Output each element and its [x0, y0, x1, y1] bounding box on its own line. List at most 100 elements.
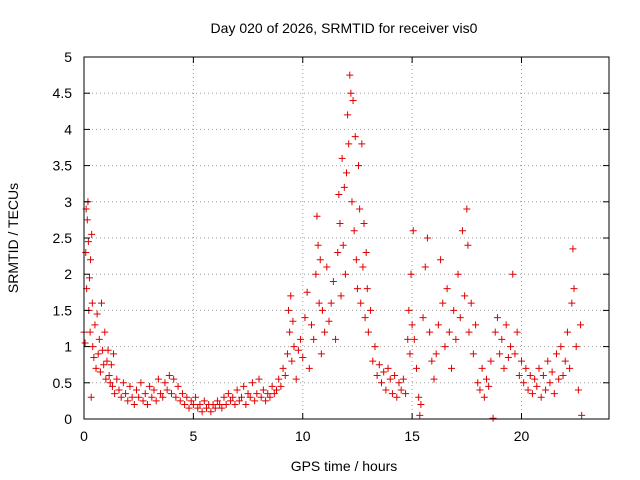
data-point — [161, 379, 169, 387]
data-point — [124, 397, 132, 405]
data-point — [270, 390, 278, 398]
data-point — [439, 299, 447, 307]
data-point — [275, 375, 283, 383]
data-point — [507, 343, 515, 351]
data-point — [445, 328, 453, 336]
y-tick-label: 5 — [64, 49, 72, 65]
data-point — [548, 368, 556, 376]
data-point — [231, 401, 239, 409]
data-point — [102, 375, 110, 383]
data-point — [314, 241, 322, 249]
y-tick-label: 4.5 — [53, 85, 73, 101]
data-point — [87, 393, 95, 401]
data-point — [200, 397, 208, 405]
y-tick-label: 0.5 — [53, 375, 73, 391]
data-point — [345, 140, 353, 148]
data-point — [185, 404, 193, 412]
data-point — [496, 350, 504, 358]
data-point — [229, 393, 237, 401]
data-point — [141, 390, 149, 398]
data-point — [380, 368, 388, 376]
data-point — [520, 379, 528, 387]
data-point — [511, 350, 519, 358]
data-point — [196, 401, 204, 409]
y-tick-label: 4 — [64, 121, 72, 137]
data-point — [154, 375, 162, 383]
data-point — [566, 364, 574, 372]
x-tick-label: 15 — [404, 428, 420, 444]
data-point — [209, 401, 217, 409]
data-point — [203, 404, 210, 412]
data-point — [393, 393, 401, 401]
data-point — [91, 321, 99, 329]
data-point — [485, 382, 493, 390]
data-point — [491, 328, 499, 336]
data-point — [238, 393, 245, 401]
data-point — [87, 256, 95, 264]
data-point — [373, 372, 381, 380]
data-point — [216, 401, 224, 409]
data-point — [351, 133, 359, 141]
data-point — [572, 343, 580, 351]
data-point — [133, 386, 140, 394]
data-point — [152, 397, 160, 405]
data-point — [443, 285, 451, 293]
data-point — [448, 364, 455, 372]
data-point — [297, 335, 305, 343]
data-point — [159, 393, 167, 401]
data-point — [287, 292, 295, 300]
data-point — [187, 397, 195, 405]
data-point — [369, 357, 377, 365]
data-point — [578, 411, 586, 419]
data-point — [82, 248, 90, 256]
data-point — [426, 328, 434, 336]
data-point — [352, 256, 360, 264]
data-point — [569, 245, 577, 253]
data-point — [327, 299, 335, 307]
data-point — [107, 361, 115, 369]
data-point — [88, 230, 96, 238]
data-point — [303, 288, 311, 296]
data-point — [407, 270, 415, 278]
data-point — [502, 321, 510, 329]
data-point — [315, 299, 323, 307]
data-point — [515, 372, 523, 380]
data-point — [83, 216, 91, 224]
data-point — [513, 328, 521, 336]
y-tick-label: 2 — [64, 266, 72, 282]
data-point — [318, 306, 326, 314]
data-point — [96, 368, 104, 376]
data-point — [408, 321, 416, 329]
data-point — [550, 390, 558, 398]
data-point — [294, 346, 302, 354]
data-point — [463, 205, 471, 213]
chart-title: Day 020 of 2026, SRMTID for receiver vis… — [211, 20, 478, 36]
data-point — [441, 343, 449, 351]
data-point — [224, 390, 232, 398]
y-tick-label: 3 — [64, 194, 72, 210]
data-point — [341, 270, 349, 278]
data-point — [405, 306, 413, 314]
data-point — [146, 382, 154, 390]
data-point — [355, 162, 363, 170]
y-tick-label: 1 — [64, 339, 72, 355]
data-point — [81, 339, 89, 347]
x-tick-label: 0 — [80, 428, 88, 444]
data-point — [371, 343, 379, 351]
grid-lines — [84, 57, 609, 419]
data-point — [101, 328, 109, 336]
data-point — [310, 335, 318, 343]
data-point — [213, 397, 221, 405]
data-point — [222, 401, 230, 409]
data-point — [434, 321, 442, 329]
data-point — [361, 314, 369, 322]
data-point — [454, 270, 462, 278]
data-point — [119, 379, 127, 387]
data-point — [108, 382, 116, 390]
data-point — [86, 328, 94, 336]
data-point — [391, 372, 399, 380]
data-point — [347, 89, 355, 97]
data-point — [561, 357, 569, 365]
data-point — [139, 397, 147, 405]
